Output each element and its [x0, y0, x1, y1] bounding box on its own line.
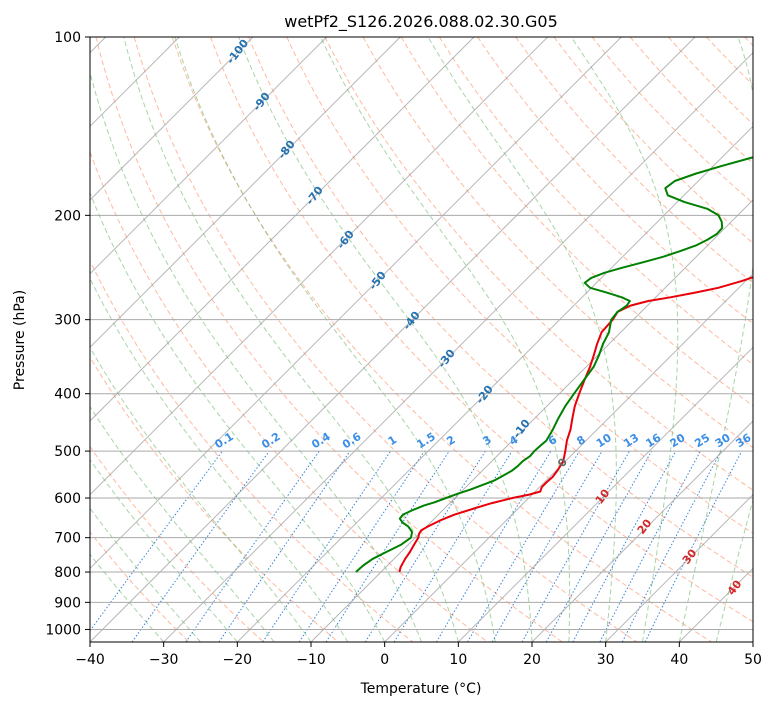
profile-lines — [355, 156, 753, 573]
x-tick-label: 20 — [523, 652, 541, 668]
dry-adiabat-line — [515, 37, 753, 284]
isotherm-line — [236, 125, 753, 642]
mixing-ratio-line — [435, 450, 552, 642]
isotherm-line — [384, 272, 753, 642]
isotherm-line — [90, 37, 328, 275]
x-tick-label: −40 — [75, 652, 105, 668]
mixing-ratio-line — [90, 450, 223, 632]
isotherm-line — [163, 51, 753, 642]
mixing-ratio-line — [325, 450, 450, 642]
isotherms — [90, 37, 753, 642]
dry-adiabat-line — [629, 37, 753, 165]
isotherm-line — [531, 420, 753, 642]
x-tick-label: 30 — [597, 652, 615, 668]
isotherm-line — [90, 37, 696, 642]
moist-adiabat-line — [570, 37, 679, 642]
mixing-ratio-line — [644, 450, 743, 642]
dry-adiabat-line — [248, 37, 753, 578]
mixing-ratio-line — [599, 450, 701, 642]
isotherm-line — [90, 37, 622, 570]
moist-adiabat-line — [90, 405, 275, 642]
dry-adiabat-line — [133, 37, 638, 642]
mixing-ratio-label: 36 — [734, 431, 754, 450]
dry-adiabat-line — [90, 445, 264, 642]
moist-adiabat-line — [123, 37, 459, 642]
x-axis: −40 −30 −20 −10 0 10 20 30 40 50 — [75, 642, 762, 668]
mixing-ratio-line — [364, 450, 486, 642]
series-dewpoint-line — [355, 156, 753, 573]
mixing-ratio-line — [262, 450, 392, 642]
y-tick-label: 100 — [54, 30, 81, 46]
isotherm-line — [457, 346, 753, 642]
isotherm-line — [90, 37, 475, 422]
mixing-ratio-line — [131, 450, 270, 642]
x-axis-title: Temperature (°C) — [360, 681, 482, 697]
mixing-ratio-line — [545, 450, 653, 642]
mixing-ratio-line — [393, 450, 513, 642]
moist-adiabat-line — [90, 191, 386, 642]
moist-adiabat-line — [90, 277, 349, 642]
x-tick-label: 10 — [449, 652, 467, 668]
x-tick-label: −30 — [149, 652, 179, 668]
plot-frame — [89, 36, 754, 643]
dry-adiabat-line — [286, 37, 753, 534]
x-tick-label: −20 — [223, 652, 253, 668]
y-tick-label: 800 — [54, 565, 81, 581]
mixing-ratio-line — [185, 450, 320, 642]
isotherm-line — [90, 37, 254, 201]
y-tick-label: 900 — [54, 595, 81, 611]
x-tick-label: 50 — [744, 652, 762, 668]
series-temperature-line — [398, 276, 753, 573]
mixing-ratio-line — [298, 450, 425, 642]
moist-adiabat-line — [90, 458, 238, 642]
mixing-ratio-line — [621, 450, 722, 642]
y-axis-title: Pressure (hPa) — [12, 290, 28, 390]
isotherm-line — [605, 493, 753, 642]
dry-adiabat-line — [171, 37, 712, 642]
moist-adiabat-line — [174, 37, 496, 642]
moist-adiabat-line — [320, 37, 571, 642]
isotherm-line — [90, 37, 401, 349]
mixing-ratio-line — [218, 450, 351, 642]
y-tick-label: 600 — [54, 491, 81, 507]
y-tick-label: 1000 — [45, 622, 81, 638]
x-tick-label: 40 — [670, 652, 688, 668]
y-tick-label: 700 — [54, 531, 81, 547]
moist-adiabat-line — [678, 37, 753, 642]
y-tick-label: 500 — [54, 444, 81, 460]
y-tick-label: 300 — [54, 313, 81, 329]
mixing-ratio-line — [521, 450, 630, 642]
isobars — [90, 37, 753, 630]
moist-adiabat-line — [715, 498, 753, 642]
moist-adiabat-line — [427, 37, 617, 642]
chart-title: wetPf2_S126.2026.088.02.30.G05 — [284, 12, 558, 32]
moist-adiabats — [90, 37, 753, 642]
plot-area: -100-90-80-70-60-50-40-30-20-100.1 0.2 0.4… — [90, 37, 754, 642]
y-tick-label: 200 — [54, 208, 81, 224]
dry-adiabat-line — [438, 37, 753, 366]
x-tick-label: −10 — [296, 652, 326, 668]
dry-adiabat-line — [324, 37, 753, 491]
y-tick-label: 400 — [54, 387, 81, 403]
x-tick-label: 0 — [380, 652, 389, 668]
isotherm-line — [310, 199, 753, 642]
dry-adiabat-line — [400, 37, 753, 407]
dry-adiabat-line — [210, 37, 753, 623]
mixing-ratio-lines — [90, 450, 743, 642]
y-axis: 100 200 300 400 500 600 700 800 900 1000 — [45, 30, 90, 638]
dry-adiabat-line — [95, 37, 563, 642]
dry-adiabat-line — [553, 37, 753, 244]
isotherm-line — [90, 37, 549, 496]
mixing-ratio-line — [572, 450, 677, 642]
dry-adiabat-line — [90, 259, 414, 642]
